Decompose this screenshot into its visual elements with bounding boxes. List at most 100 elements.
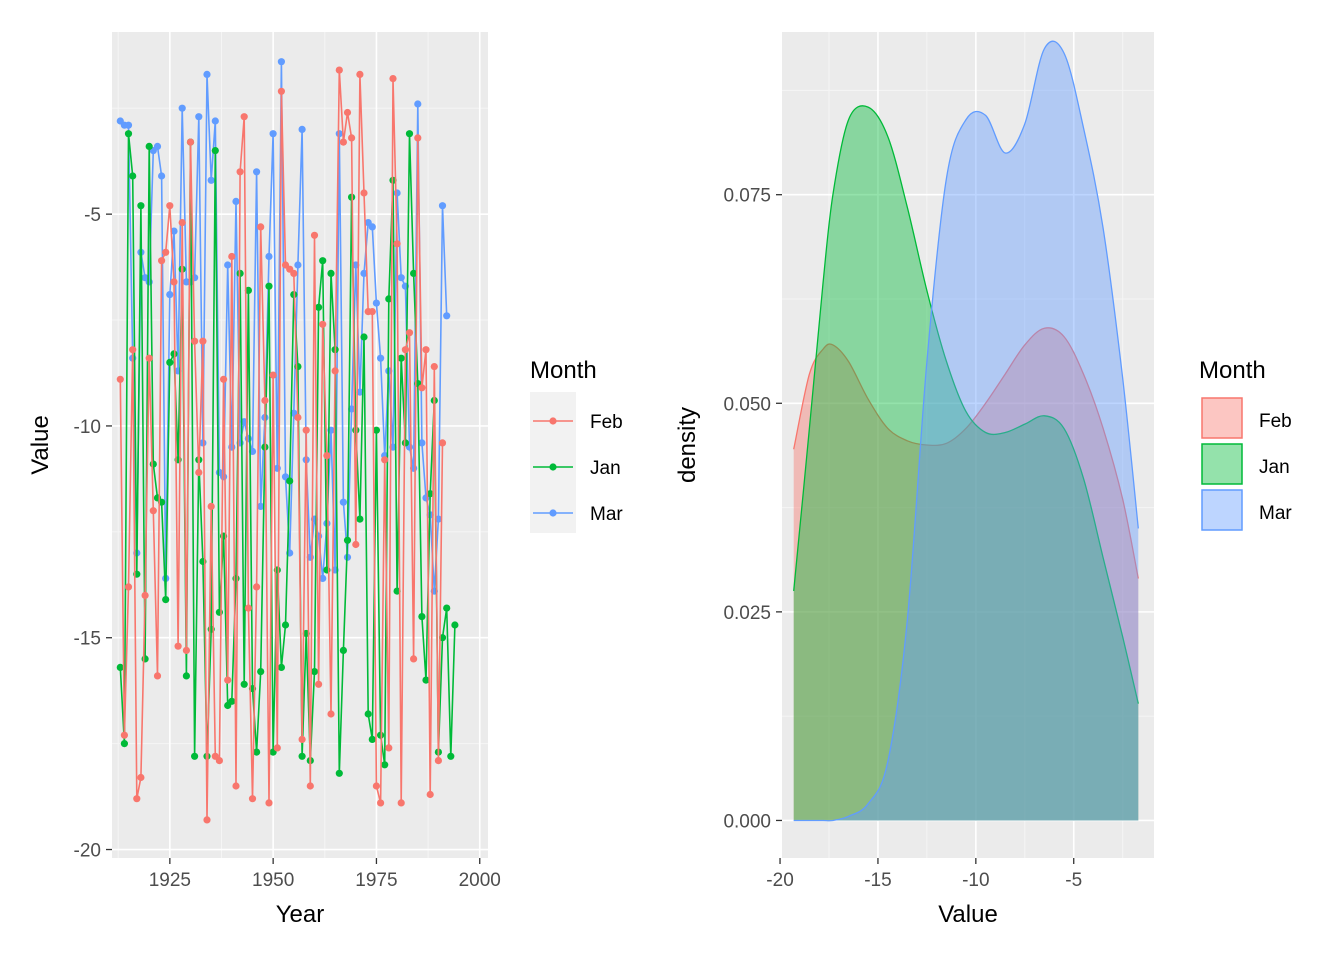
data-point-feb — [368, 308, 376, 316]
data-point-feb — [120, 731, 128, 739]
data-point-mar — [265, 252, 273, 261]
data-point-mar — [257, 502, 265, 510]
data-point-mar — [170, 227, 178, 235]
y-axis-title: Value — [27, 415, 54, 475]
data-point-feb — [290, 269, 298, 277]
data-point-jan — [211, 147, 219, 155]
data-point-jan — [145, 142, 153, 150]
data-point-feb — [294, 413, 302, 422]
data-point-jan — [451, 621, 459, 629]
data-point-mar — [377, 354, 385, 362]
x-tick-label: -15 — [864, 870, 891, 891]
legend-label: Jan — [590, 458, 621, 479]
series-line-mar — [119, 61, 448, 592]
data-point-mar — [356, 388, 364, 396]
data-point-mar — [277, 58, 285, 66]
data-point-jan — [294, 363, 302, 371]
density-curve-feb — [793, 327, 1139, 579]
data-point-feb — [191, 337, 199, 345]
data-point-feb — [162, 248, 170, 256]
grid — [779, 32, 1154, 858]
data-point-mar — [368, 223, 376, 231]
y-tick-label: 0.050 — [723, 394, 771, 415]
data-point-feb — [228, 252, 236, 261]
data-point-jan — [265, 282, 273, 290]
data-point-feb — [220, 375, 228, 383]
data-point-feb — [170, 278, 178, 286]
data-point-mar — [298, 125, 306, 133]
data-point-feb — [199, 337, 207, 345]
data-point-feb — [385, 744, 393, 752]
data-point-feb — [116, 375, 124, 383]
data-point-feb — [166, 202, 174, 210]
density-curve-jan — [793, 105, 1139, 704]
data-point-feb — [182, 646, 190, 655]
legend-label: Feb — [590, 412, 623, 433]
data-point-feb — [186, 138, 195, 146]
data-point-jan — [170, 350, 178, 358]
data-point-feb — [331, 367, 339, 375]
data-point-jan — [232, 574, 240, 583]
data-point-feb — [377, 799, 385, 807]
data-point-jan — [422, 676, 430, 684]
data-point-mar — [158, 172, 166, 180]
data-point-mar — [153, 142, 162, 150]
data-point-mar — [443, 312, 451, 320]
data-point-jan — [385, 295, 393, 303]
data-point-mar — [253, 168, 261, 176]
legend-label: Feb — [1259, 411, 1292, 432]
data-point-feb — [335, 66, 343, 74]
data-point-jan — [410, 269, 418, 277]
data-point-jan — [405, 130, 414, 138]
data-point-mar — [335, 130, 343, 138]
density-area-jan — [793, 105, 1139, 821]
data-point-feb — [360, 189, 368, 197]
x-tick-label: 1975 — [355, 870, 397, 891]
data-point-jan — [315, 303, 323, 311]
data-point-feb — [414, 134, 422, 142]
data-point-jan — [257, 668, 265, 676]
data-point-jan — [364, 710, 372, 718]
data-point-jan — [215, 608, 223, 616]
legend-key-fill-mar — [1201, 489, 1243, 531]
x-axis: 1925 1950 1975 2000 — [149, 858, 501, 891]
density-chart: -20 -15 -10 -5 0.000 0.025 0.050 0.075 Value d… — [674, 32, 1292, 928]
legend-key-fill-feb — [1201, 397, 1243, 439]
plot-panel — [112, 32, 488, 858]
data-point-feb — [401, 346, 409, 354]
y-tick-label: -5 — [84, 205, 101, 226]
data-point-jan — [182, 672, 190, 680]
data-point-jan — [319, 257, 327, 265]
data-point-jan — [129, 172, 137, 180]
data-point-feb — [224, 676, 232, 684]
data-point-jan — [281, 621, 290, 629]
data-point-jan — [377, 731, 385, 739]
data-point-feb — [418, 384, 426, 392]
data-point-mar — [199, 439, 207, 447]
data-point-jan — [166, 358, 174, 366]
data-point-jan — [356, 515, 364, 523]
data-point-mar — [207, 176, 215, 184]
y-axis-title: density — [674, 407, 701, 483]
data-point-feb — [277, 87, 285, 95]
data-point-jan — [335, 769, 343, 777]
data-point-jan — [397, 354, 405, 362]
data-point-feb — [207, 502, 215, 510]
data-point-jan — [162, 596, 170, 604]
legend-title: Month — [1199, 357, 1266, 384]
y-tick-label: -10 — [74, 417, 101, 438]
data-point-jan — [120, 740, 128, 748]
value-by-year-line-chart: 1925 1950 1975 2000 -20-15-10-5 Year Value … — [27, 32, 623, 928]
legend-key-fill-jan — [1201, 443, 1243, 485]
data-point-feb — [352, 540, 360, 549]
data-point-jan — [244, 286, 252, 294]
data-point-feb — [265, 799, 273, 807]
data-point-feb — [145, 354, 153, 362]
data-point-feb — [348, 134, 356, 142]
data-point-feb — [327, 710, 335, 718]
data-point-feb — [306, 782, 314, 790]
data-point-feb — [240, 113, 248, 121]
series-layer — [116, 58, 459, 824]
legend-label: Mar — [590, 504, 623, 525]
